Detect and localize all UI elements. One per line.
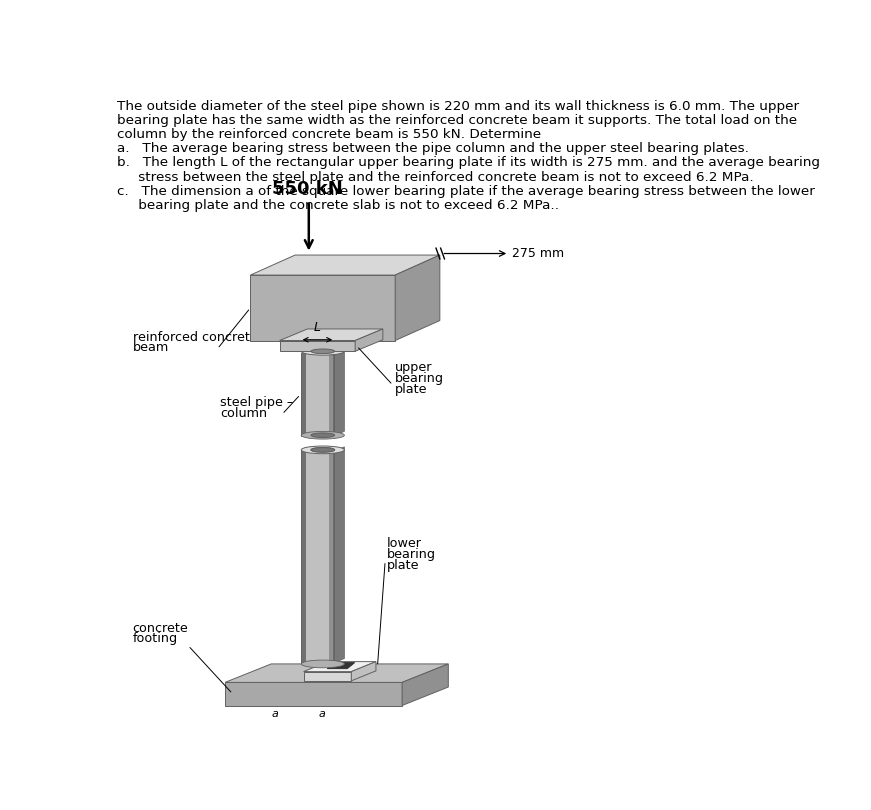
Ellipse shape	[311, 448, 334, 452]
Text: concrete: concrete	[132, 621, 188, 635]
Polygon shape	[327, 663, 354, 668]
Text: plate: plate	[387, 559, 419, 572]
Polygon shape	[329, 353, 334, 436]
Polygon shape	[301, 451, 306, 663]
Text: lower: lower	[387, 537, 422, 550]
Polygon shape	[280, 340, 355, 352]
Ellipse shape	[301, 660, 344, 667]
Ellipse shape	[311, 433, 334, 437]
Polygon shape	[306, 353, 329, 436]
Ellipse shape	[301, 432, 344, 439]
Polygon shape	[251, 275, 395, 340]
Polygon shape	[329, 451, 334, 663]
Polygon shape	[304, 662, 376, 671]
Text: b.   The length L of the rectangular upper bearing plate if its width is 275 mm.: b. The length L of the rectangular upper…	[118, 156, 820, 169]
Text: steel pipe –: steel pipe –	[220, 396, 294, 409]
Text: column: column	[220, 407, 267, 420]
Text: stress between the steel plate and the reinforced concrete beam is not to exceed: stress between the steel plate and the r…	[118, 171, 754, 184]
Text: column by the reinforced concrete beam is 550 kN. Determine: column by the reinforced concrete beam i…	[118, 128, 542, 141]
Polygon shape	[225, 664, 449, 682]
Text: bearing: bearing	[387, 548, 436, 561]
Text: a.   The average bearing stress between the pipe column and the upper steel bear: a. The average bearing stress between th…	[118, 143, 749, 156]
Polygon shape	[334, 348, 344, 436]
Polygon shape	[351, 662, 376, 681]
Text: c.   The dimension a of the square lower bearing plate if the average bearing st: c. The dimension a of the square lower b…	[118, 185, 815, 198]
Text: footing: footing	[132, 633, 178, 646]
Text: beam: beam	[132, 341, 169, 355]
Ellipse shape	[301, 347, 344, 355]
Polygon shape	[280, 329, 383, 340]
Ellipse shape	[301, 446, 344, 454]
Polygon shape	[306, 451, 329, 663]
Polygon shape	[355, 329, 383, 352]
Text: 550 kN: 550 kN	[272, 180, 342, 198]
Text: a: a	[271, 709, 278, 718]
Text: reinforced concrete: reinforced concrete	[132, 330, 257, 343]
Text: The outside diameter of the steel pipe shown is 220 mm and its wall thickness is: The outside diameter of the steel pipe s…	[118, 100, 800, 113]
Polygon shape	[334, 447, 344, 663]
Polygon shape	[402, 664, 449, 706]
Polygon shape	[304, 671, 351, 681]
Polygon shape	[225, 682, 402, 706]
Text: 275 mm: 275 mm	[512, 247, 564, 260]
Text: bearing: bearing	[395, 372, 443, 386]
Ellipse shape	[311, 349, 334, 354]
Polygon shape	[301, 353, 306, 436]
Text: bearing plate and the concrete slab is not to exceed 6.2 MPa..: bearing plate and the concrete slab is n…	[118, 199, 559, 212]
Polygon shape	[395, 255, 440, 340]
Text: L: L	[314, 321, 321, 334]
Text: plate: plate	[395, 383, 427, 396]
Ellipse shape	[311, 448, 334, 452]
Text: upper: upper	[395, 361, 432, 374]
Text: a: a	[319, 709, 326, 718]
Text: bearing plate has the same width as the reinforced concrete beam it supports. Th: bearing plate has the same width as the …	[118, 113, 797, 126]
Polygon shape	[251, 255, 440, 275]
